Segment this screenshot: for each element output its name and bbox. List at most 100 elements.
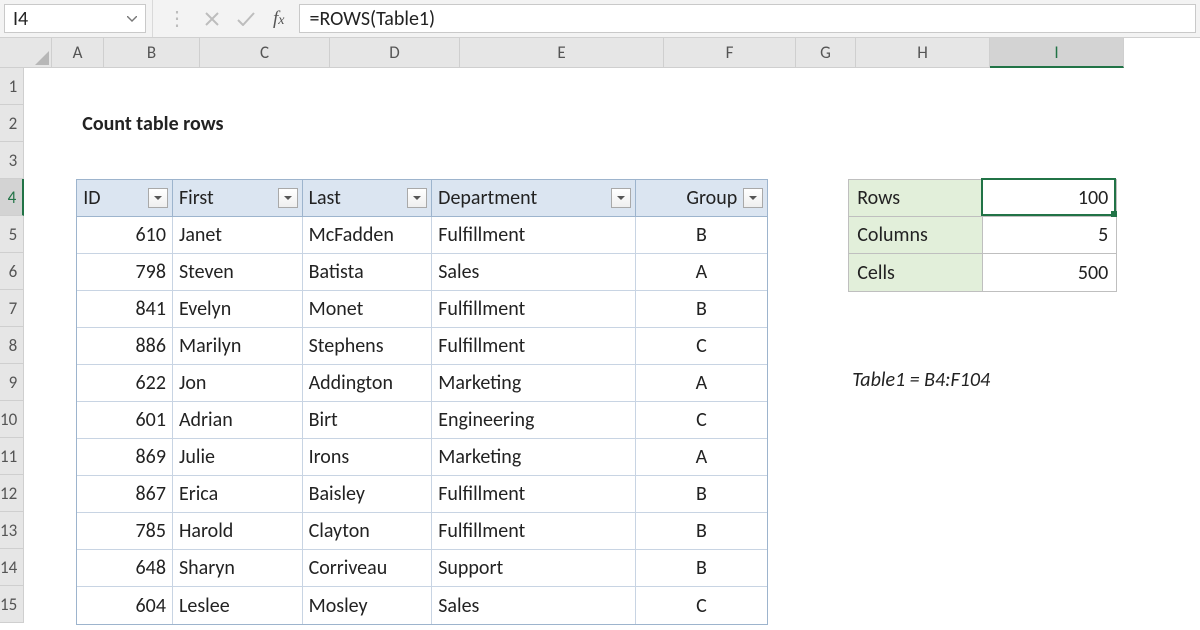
row-header[interactable]: 13 [0, 512, 24, 549]
cell-department: Marketing [432, 365, 635, 401]
row-header[interactable]: 12 [0, 475, 24, 512]
cell-group: B [636, 291, 768, 327]
row-header[interactable]: 15 [0, 586, 24, 623]
row-header[interactable]: 14 [0, 549, 24, 586]
table-header[interactable]: ID [77, 180, 173, 216]
row-header[interactable]: 1 [0, 68, 24, 105]
row-header[interactable]: 5 [0, 216, 24, 253]
table-header[interactable]: First [173, 180, 303, 216]
row-header[interactable]: 11 [0, 438, 24, 475]
table-row[interactable]: 648SharynCorriveauSupportB [77, 550, 767, 587]
cell-department: Engineering [432, 402, 635, 438]
cell-first: Julie [173, 439, 303, 475]
range-note: Table1 = B4:F104 [852, 368, 990, 392]
col-header[interactable]: D [330, 38, 460, 68]
formula-bar: I4 ⋮ fx =ROWS(Table1) [0, 0, 1200, 38]
col-header[interactable]: F [664, 38, 796, 68]
cell-id: 648 [77, 550, 173, 586]
summary-value: 100 [983, 180, 1116, 216]
col-header[interactable]: C [200, 38, 330, 68]
table-row[interactable]: 610JanetMcFaddenFulfillmentB [77, 217, 767, 254]
table-row[interactable]: 841EvelynMonetFulfillmentB [77, 291, 767, 328]
row-header[interactable]: 9 [0, 364, 24, 401]
summary-label: Columns [849, 217, 983, 253]
filter-dropdown-icon[interactable] [611, 188, 631, 208]
table-row[interactable]: 798StevenBatistaSalesA [77, 254, 767, 291]
page-title: Count table rows [82, 112, 223, 136]
row-header[interactable]: 10 [0, 401, 24, 438]
cell-department: Fulfillment [432, 513, 635, 549]
column-headers: A B C D E F G H I [0, 38, 1200, 68]
fx-icon[interactable]: fx [273, 8, 285, 30]
cell-last: McFadden [303, 217, 433, 253]
col-header[interactable]: H [856, 38, 990, 68]
cancel-icon[interactable] [205, 12, 219, 26]
filter-dropdown-icon[interactable] [407, 188, 427, 208]
cell-group: B [636, 217, 768, 253]
title-cell: Count table rows [76, 105, 229, 142]
row-headers: 1 2 3 4 5 6 7 8 9 10 11 12 13 14 15 [0, 68, 24, 630]
summary-label: Rows [849, 180, 983, 216]
table-row[interactable]: 867EricaBaisleyFulfillmentB [77, 476, 767, 513]
cell-id: 867 [77, 476, 173, 512]
col-header[interactable]: B [104, 38, 200, 68]
cell-id: 798 [77, 254, 173, 290]
cell-department: Support [432, 550, 635, 586]
cell-last: Clayton [303, 513, 433, 549]
enter-icon[interactable] [237, 12, 255, 26]
divider-icon: ⋮ [167, 6, 187, 31]
cell-last: Monet [303, 291, 433, 327]
cell-last: Corriveau [303, 550, 433, 586]
cell-first: Erica [173, 476, 303, 512]
cell-group: C [636, 402, 768, 438]
row-header-selected[interactable]: 4 [0, 179, 24, 216]
formula-input[interactable]: =ROWS(Table1) [299, 4, 1197, 33]
cell-last: Mosley [303, 587, 433, 624]
filter-dropdown-icon[interactable] [743, 188, 763, 208]
row-header[interactable]: 3 [0, 142, 24, 179]
table-body: 610JanetMcFaddenFulfillmentB798StevenBat… [77, 217, 767, 624]
col-header[interactable]: G [796, 38, 856, 68]
summary-table: Rows 100 Columns 5 Cells 500 [848, 179, 1117, 292]
cell-group: C [636, 587, 768, 624]
row-header[interactable]: 6 [0, 253, 24, 290]
filter-dropdown-icon[interactable] [278, 188, 298, 208]
cell-department: Fulfillment [432, 291, 635, 327]
sheet-area: 1 2 3 4 5 6 7 8 9 10 11 12 13 14 15 Coun… [0, 68, 1200, 630]
table-row[interactable]: 601AdrianBirtEngineeringC [77, 402, 767, 439]
table-row[interactable]: 869JulieIronsMarketingA [77, 439, 767, 476]
row-header[interactable]: 7 [0, 290, 24, 327]
name-box[interactable]: I4 [4, 4, 146, 33]
cell-department: Fulfillment [432, 217, 635, 253]
cell-first: Janet [173, 217, 303, 253]
cell-group: A [636, 439, 768, 475]
cell-id: 886 [77, 328, 173, 364]
cell-last: Irons [303, 439, 433, 475]
col-header[interactable]: E [460, 38, 664, 68]
table-row[interactable]: 604LesleeMosleySalesC [77, 587, 767, 624]
filter-dropdown-icon[interactable] [148, 188, 168, 208]
table-header-row: ID First Last Department Group [77, 180, 767, 217]
table-row[interactable]: 622JonAddingtonMarketingA [77, 365, 767, 402]
row-header[interactable]: 2 [0, 105, 24, 142]
table-row[interactable]: 785HaroldClaytonFulfillmentB [77, 513, 767, 550]
cell-group: B [636, 513, 768, 549]
table-header[interactable]: Department [432, 180, 635, 216]
formula-bar-buttons: ⋮ fx [152, 0, 299, 37]
cell-last: Addington [303, 365, 433, 401]
summary-value: 5 [983, 217, 1116, 253]
formula-text: =ROWS(Table1) [310, 7, 436, 31]
col-header-selected[interactable]: I [990, 38, 1124, 68]
cell-id: 601 [77, 402, 173, 438]
table-row[interactable]: 886MarilynStephensFulfillmentC [77, 328, 767, 365]
cell-group: B [636, 550, 768, 586]
col-header[interactable]: A [52, 38, 104, 68]
table-header[interactable]: Last [303, 180, 433, 216]
cell-id: 622 [77, 365, 173, 401]
row-header[interactable]: 8 [0, 327, 24, 364]
cell-id: 785 [77, 513, 173, 549]
cells-canvas[interactable]: Count table rows ID First Last Departmen… [24, 68, 1200, 630]
cell-id: 841 [77, 291, 173, 327]
select-all-corner[interactable] [0, 38, 52, 68]
table-header[interactable]: Group [636, 180, 768, 216]
